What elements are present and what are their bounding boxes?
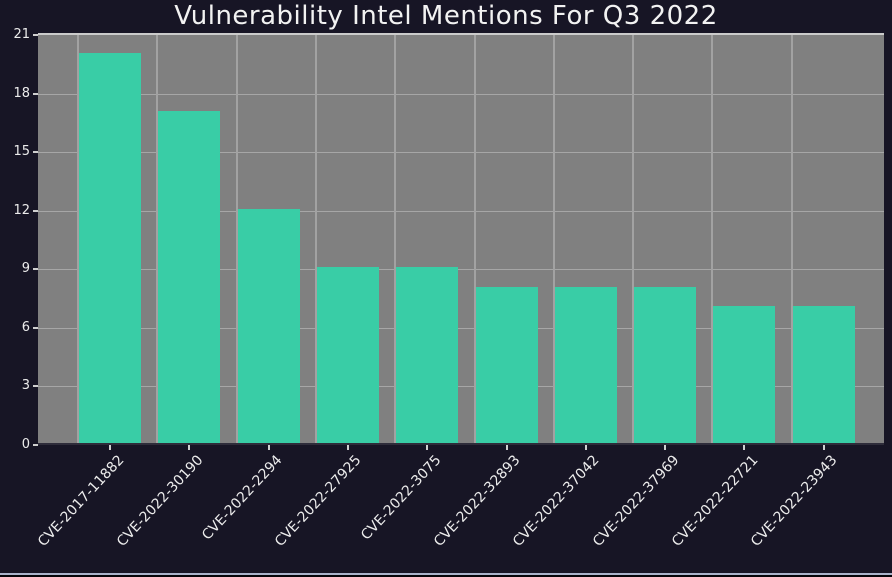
- x-tick-label: CVE-2022-23943: [748, 452, 841, 550]
- x-tick-label: CVE-2022-37042: [510, 452, 603, 550]
- y-tick-mark: [33, 385, 38, 388]
- x-tick-label: CVE-2017-11882: [34, 452, 127, 550]
- bar-CVE-2022-37969: [634, 286, 697, 443]
- y-tick-label: 18: [13, 85, 30, 101]
- bar-CVE-2022-3075: [396, 267, 459, 443]
- plot-area: [38, 33, 884, 445]
- bar-CVE-2022-22721: [713, 306, 776, 443]
- y-tick-mark: [33, 326, 38, 329]
- x-tick-label: CVE-2022-37969: [589, 452, 683, 550]
- x-tick-mark: [664, 445, 667, 450]
- gridline-v: [790, 35, 793, 443]
- gridline-v: [552, 35, 555, 443]
- x-tick-mark: [822, 445, 825, 450]
- x-tick-mark: [426, 445, 429, 450]
- x-tick-label: CVE-2022-27925: [272, 452, 365, 550]
- gridline-v: [156, 35, 159, 443]
- gridline-v: [77, 35, 79, 443]
- x-tick-label: CVE-2022-2294: [199, 452, 286, 544]
- gridline-h: [38, 269, 884, 271]
- gridline-v: [473, 35, 476, 443]
- chart-title: Vulnerability Intel Mentions For Q3 2022: [174, 1, 718, 31]
- y-tick-label: 6: [21, 319, 30, 335]
- y-tick-label: 0: [21, 437, 30, 452]
- gridline-h: [38, 152, 884, 154]
- y-tick-mark: [33, 151, 38, 154]
- x-tick-mark: [743, 445, 746, 450]
- y-tick-label: 9: [21, 261, 30, 277]
- y-tick-mark: [33, 209, 38, 212]
- x-tick-mark: [267, 445, 270, 450]
- y-tick-mark: [33, 268, 38, 271]
- gridline-v: [632, 35, 635, 443]
- gridline-h: [38, 327, 884, 329]
- bar-CVE-2022-37042: [554, 286, 617, 443]
- bar-CVE-2022-30190: [158, 111, 221, 443]
- x-tick-mark: [188, 445, 191, 450]
- gridline-h: [38, 210, 884, 212]
- y-tick-label: 3: [21, 378, 30, 394]
- y-tick-label: 12: [13, 202, 30, 218]
- bar-CVE-2022-27925: [316, 267, 379, 443]
- bar-CVE-2017-11882: [79, 52, 141, 443]
- bar-CVE-2022-32893: [475, 286, 538, 443]
- y-tick-mark: [33, 92, 38, 95]
- gridline-h: [38, 386, 884, 388]
- window-border-line: [0, 573, 892, 575]
- gridline-v: [235, 35, 238, 443]
- x-tick-mark: [109, 445, 111, 450]
- x-tick-mark: [505, 445, 508, 450]
- window-border-shadow: [0, 575, 892, 577]
- y-tick-mark: [33, 444, 38, 446]
- gridline-v: [314, 35, 317, 443]
- x-tick-label: CVE-2022-32893: [430, 452, 524, 550]
- y-tick-label: 15: [13, 144, 30, 160]
- gridline-v: [394, 35, 397, 443]
- x-tick-mark: [346, 445, 349, 450]
- x-tick-label: CVE-2022-30190: [113, 452, 207, 550]
- gridline-v: [711, 35, 714, 443]
- gridline-h: [38, 93, 884, 95]
- x-axis-line: [38, 443, 884, 445]
- x-tick-label: CVE-2022-3075: [357, 452, 445, 544]
- y-tick-label: 21: [13, 27, 30, 42]
- bar-CVE-2022-23943: [792, 306, 855, 443]
- bar-CVE-2022-2294: [237, 208, 300, 443]
- y-tick-mark: [33, 34, 38, 36]
- x-tick-label: CVE-2022-22721: [668, 452, 762, 550]
- x-tick-mark: [584, 445, 587, 450]
